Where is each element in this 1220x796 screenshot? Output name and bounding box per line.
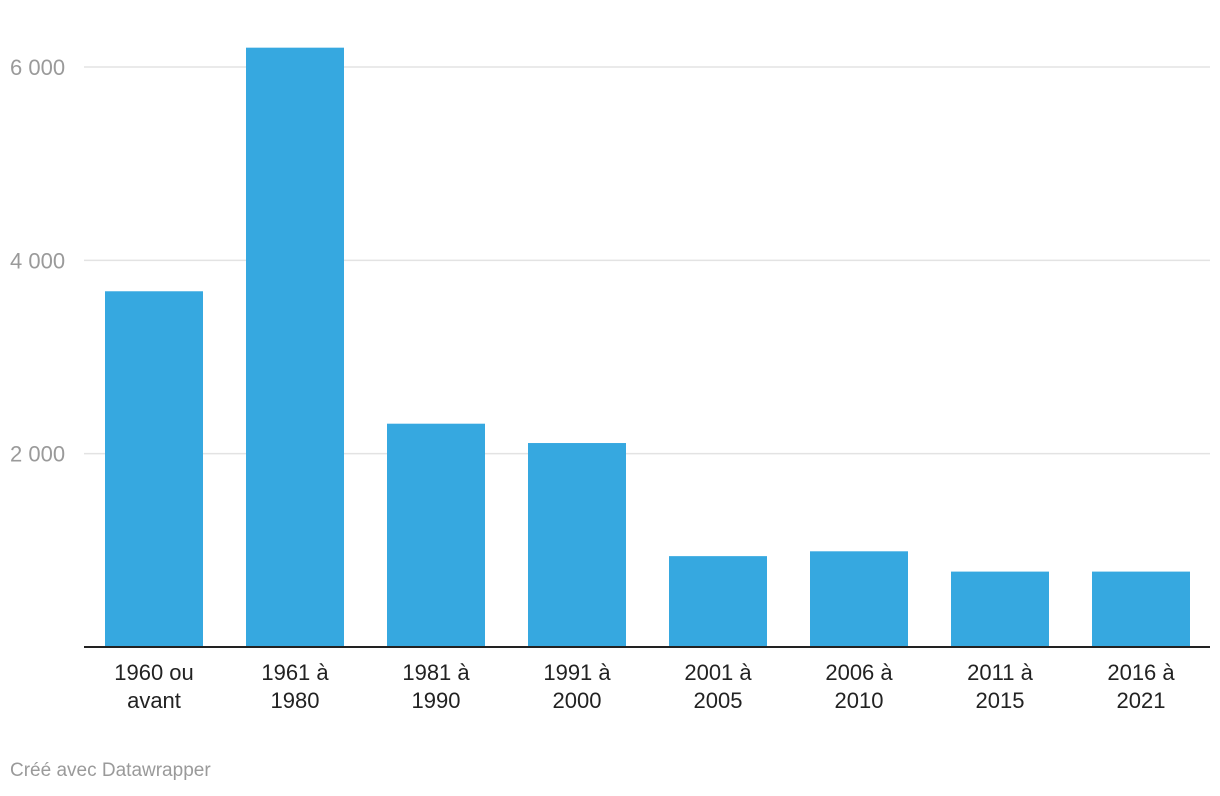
bar [810,551,908,647]
bar [669,556,767,647]
x-tick-label-line: 1981 à [402,660,470,685]
x-tick-label: 2001 à 2005 [684,660,752,713]
x-tick-label-line: 2006 à [825,660,893,685]
x-tick-label: 2011 à 2015 [967,660,1033,713]
x-tick-label-line: 2000 [553,688,602,713]
x-tick-label: 2006 à 2010 [825,660,893,713]
x-tick-label-line: 2005 [694,688,743,713]
x-tick-label-line: 2015 [976,688,1025,713]
footer-credit: Créé avec Datawrapper [10,760,211,781]
x-tick-label: 1991 à 2000 [543,660,611,713]
bars [105,47,1190,647]
x-tick-label-line: 1961 à [261,660,329,685]
y-tick-label: 4 000 [10,248,65,273]
x-tick-label-line: 1960 ou [114,660,194,685]
x-tick-label-line: avant [127,688,181,713]
x-tick-label-line: 2011 à [967,660,1033,685]
x-tick-label-line: 1990 [412,688,461,713]
x-tick-label: 1960 ou avant [114,660,194,713]
bar [1092,571,1190,647]
bar [105,291,203,647]
y-tick-label: 2 000 [10,442,65,467]
bar [387,423,485,647]
bar [528,443,626,647]
x-axis-ticks: 1960 ou avant 1961 à 1980 1981 à 1990 1991 à 20… [114,660,1175,713]
x-tick-label: 2016 à 2021 [1107,660,1175,713]
bar [246,47,344,647]
x-tick-label-line: 2001 à [684,660,752,685]
x-tick-label-line: 2016 à [1107,660,1175,685]
y-axis-ticks: 2 000 4 000 6 000 [10,55,65,467]
y-tick-label: 6 000 [10,55,65,80]
x-tick-label-line: 1991 à [543,660,611,685]
x-tick-label-line: 2010 [835,688,884,713]
x-tick-label: 1961 à 1980 [261,660,329,713]
bar [951,571,1049,647]
x-tick-label-line: 1980 [271,688,320,713]
x-tick-label-line: 2021 [1117,688,1166,713]
x-tick-label: 1981 à 1990 [402,660,470,713]
